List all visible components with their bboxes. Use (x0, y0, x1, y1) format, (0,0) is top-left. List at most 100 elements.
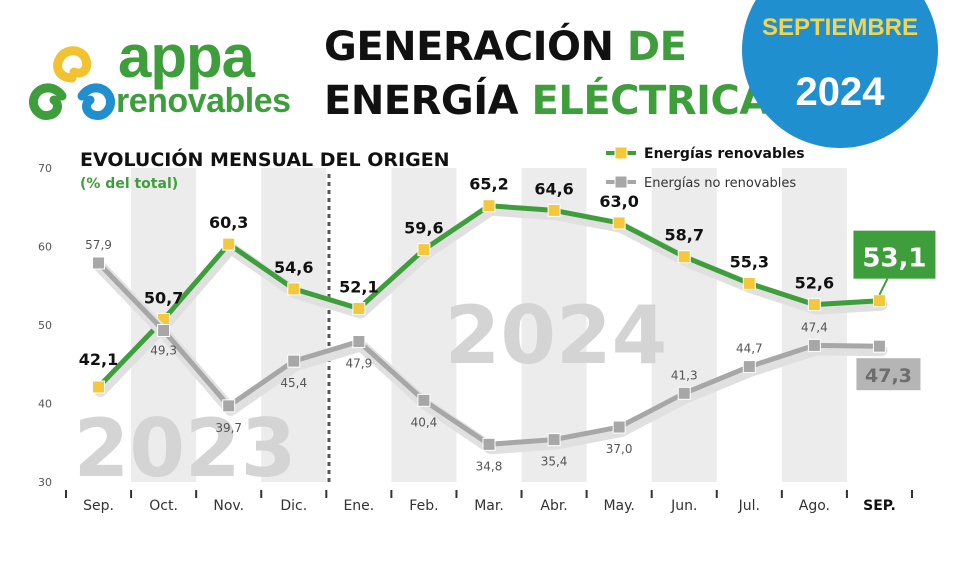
data-point-renovables (547, 203, 561, 217)
data-label-renovables: 50,7 (144, 289, 183, 308)
y-tick-label: 50 (38, 319, 52, 332)
legend: Energías renovables Energías no renovabl… (606, 146, 805, 191)
x-tick-label: Jul. (738, 498, 760, 514)
data-label-renovables: 59,6 (404, 219, 443, 238)
data-label-no-renovables: 49,3 (150, 343, 177, 357)
data-label-renovables: 63,0 (599, 192, 638, 211)
callout-box-renovables (853, 230, 936, 279)
x-tick-label: Oct. (149, 498, 178, 514)
data-point-renovables (612, 216, 626, 230)
data-label-renovables: 52,6 (795, 274, 834, 293)
data-label-renovables: 64,6 (534, 179, 573, 198)
data-label-no-renovables: 34,8 (476, 459, 503, 473)
title-line-2: ENERGÍA ELÉCTRICA (324, 78, 770, 124)
data-label-no-renovables: 41,3 (671, 368, 698, 382)
y-tick-label: 40 (38, 398, 52, 411)
data-point-no-renovables (417, 393, 431, 407)
data-point-renovables (222, 237, 236, 251)
data-point-no-renovables (547, 433, 561, 447)
callout-value-no-renovables: 47,3 (865, 365, 912, 387)
data-label-renovables: 52,1 (339, 278, 378, 297)
data-label-renovables: 58,7 (664, 226, 703, 245)
title-word-electrica: ELÉCTRICA (531, 78, 771, 124)
x-tick-label: Mar. (474, 498, 504, 514)
data-point-renovables (482, 199, 496, 213)
x-tick-label: May. (603, 498, 634, 514)
year-label-2023: 2023 (74, 402, 297, 495)
data-label-no-renovables: 37,0 (606, 442, 633, 456)
x-tick-label: Sep. (83, 498, 114, 514)
date-badge: SEPTIEMBRE 2024 (742, 0, 938, 148)
x-tick-label: SEP. (863, 498, 896, 514)
y-axis: 30 40 50 60 70 (38, 162, 52, 489)
data-point-no-renovables (677, 386, 691, 400)
month-band (651, 168, 717, 482)
data-labels: 42,1 50,7 60,3 54,6 52,1 59,6 65,2 64,6 63,0 58,7… (79, 175, 936, 473)
data-point-renovables (92, 380, 106, 394)
data-point-renovables (677, 250, 691, 264)
callout-value-renovables: 53,1 (862, 244, 926, 274)
month-band (391, 168, 457, 482)
x-tick-label: Jun. (670, 498, 697, 514)
data-label-renovables: 60,3 (209, 213, 248, 232)
badge-year: 2024 (795, 70, 885, 114)
year-label-2024: 2024 (445, 289, 668, 382)
chart-title: EVOLUCIÓN MENSUAL DEL ORIGEN (80, 147, 450, 171)
data-point-renovables (872, 294, 886, 308)
x-tick-label: Feb. (409, 498, 438, 514)
series-layer (92, 199, 888, 455)
x-axis: Sep. Oct. Nov. Dic. Ene. Feb. Mar. Abr. May. Jun.… (65, 490, 913, 514)
title-word-energia: ENERGÍA (324, 78, 519, 124)
line-chart: 2023 2024 30 40 50 60 70 Sep. Oct. Nov. Dic. Ene… (38, 146, 936, 514)
data-point-no-renovables (872, 339, 886, 353)
x-tick-label: Abr. (540, 498, 567, 514)
header: appa renovables GENERACIÓN DE ENERGÍA EL… (0, 0, 960, 148)
data-point-no-renovables (482, 437, 496, 451)
data-label-renovables: 42,1 (79, 350, 118, 369)
legend-marker-no-renovables (614, 175, 628, 189)
x-tick-label: Ago. (799, 498, 830, 514)
data-point-no-renovables (157, 323, 171, 337)
data-point-renovables (807, 298, 821, 312)
callout-box-no-renovables (856, 358, 921, 391)
data-point-renovables (742, 276, 756, 290)
data-label-no-renovables: 57,9 (85, 238, 112, 252)
legend-label-renovables: Energías renovables (644, 146, 805, 162)
data-point-renovables (417, 243, 431, 257)
brand-name: appa (118, 23, 255, 90)
data-point-renovables (287, 282, 301, 296)
appa-logo-icon (28, 46, 116, 120)
y-tick-label: 60 (38, 241, 52, 254)
data-label-no-renovables: 47,4 (801, 320, 828, 334)
data-label-no-renovables: 40,4 (411, 415, 438, 429)
title-word-generacion: GENERACIÓN (324, 24, 614, 70)
month-band (781, 168, 847, 482)
brand-subtitle: renovables (116, 82, 291, 120)
data-point-no-renovables (222, 399, 236, 413)
x-tick-label: Nov. (213, 498, 244, 514)
data-point-no-renovables (352, 334, 366, 348)
chart-subtitle: (% del total) (80, 176, 178, 192)
legend-marker-renovables (614, 146, 628, 160)
title-word-de: DE (626, 24, 687, 70)
data-point-no-renovables (807, 338, 821, 352)
year-watermarks: 2023 2024 (74, 289, 668, 495)
data-label-no-renovables: 39,7 (215, 421, 242, 435)
data-label-renovables: 54,6 (274, 258, 313, 277)
x-tick-label: Dic. (280, 498, 307, 514)
data-point-renovables (352, 302, 366, 316)
badge-month: SEPTIEMBRE (761, 14, 919, 41)
data-label-no-renovables: 35,4 (541, 455, 568, 469)
data-point-no-renovables (742, 360, 756, 374)
data-point-no-renovables (287, 354, 301, 368)
y-tick-label: 30 (38, 476, 52, 489)
data-label-renovables: 65,2 (469, 175, 508, 194)
data-label-no-renovables: 47,9 (345, 356, 372, 370)
data-point-no-renovables (92, 256, 106, 270)
legend-label-no-renovables: Energías no renovables (644, 176, 796, 191)
data-point-no-renovables (612, 420, 626, 434)
data-label-renovables: 55,3 (730, 252, 769, 271)
x-tick-label: Ene. (343, 498, 374, 514)
month-band (261, 168, 327, 482)
data-label-no-renovables: 44,7 (736, 342, 763, 356)
